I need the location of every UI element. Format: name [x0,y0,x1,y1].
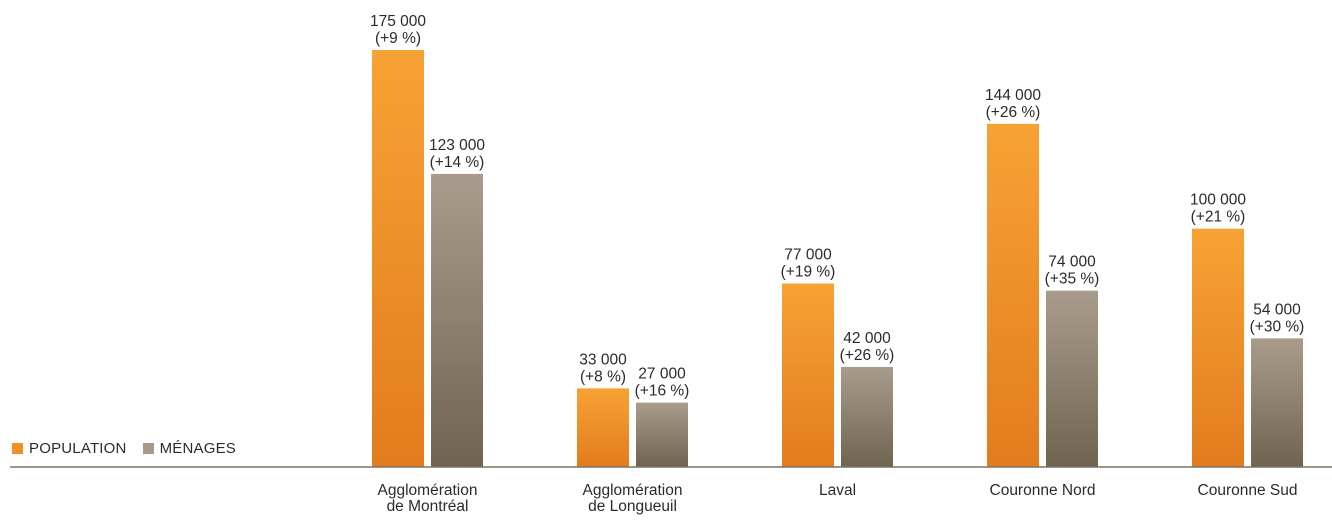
category-label-3: Couronne Nord [990,482,1096,499]
legend-swatch-menages [142,443,154,454]
legend-label-population: POPULATION [29,440,127,457]
bar-menages-4 [1251,338,1303,467]
legend-label-menages: MÉNAGES [159,440,236,457]
value-label-menages-2: 42 000 (+26 %) [840,330,895,364]
value-label-population-3: 144 000 (+26 %) [985,87,1041,121]
bar-population-3 [987,123,1039,468]
value-label-menages-0: 123 000 (+14 %) [429,137,485,171]
legend-item-menages: MÉNAGES [142,440,236,457]
value-label-population-2: 77 000 (+19 %) [781,247,836,281]
category-label-4: Couronne Sud [1198,482,1298,499]
category-labels-group: Agglomération de Montréal Agglomération de … [378,482,1298,515]
bar-menages-1 [636,402,688,467]
category-label-2: Laval [819,482,856,499]
bar-population-2 [782,283,834,467]
bar-menages-2 [841,366,893,467]
bar-menages-0 [431,173,483,467]
value-label-menages-1: 27 000 (+16 %) [635,366,690,400]
legend-swatch-population [12,443,23,454]
category-label-0: Agglomération de Montréal [378,482,478,515]
bars-group [372,50,1303,468]
legend-item-population: POPULATION [12,440,127,457]
legend: POPULATION MÉNAGES [12,440,252,457]
value-label-menages-3: 74 000 (+35 %) [1045,254,1100,288]
value-label-population-0: 175 000 (+9 %) [370,13,426,47]
value-label-menages-4: 54 000 (+30 %) [1250,301,1305,335]
category-label-1: Agglomération de Longueuil [583,482,683,515]
bar-population-0 [372,50,424,467]
value-labels-group: 175 000 (+9 %) 123 000 (+14 %) 33 000 (+8 %) 2… [370,13,1304,400]
value-label-population-4: 100 000 (+21 %) [1190,192,1246,226]
bar-menages-3 [1046,290,1098,467]
value-label-population-1: 33 000 (+8 %) [579,351,627,385]
bar-population-4 [1192,228,1244,467]
bar-population-1 [577,388,629,467]
